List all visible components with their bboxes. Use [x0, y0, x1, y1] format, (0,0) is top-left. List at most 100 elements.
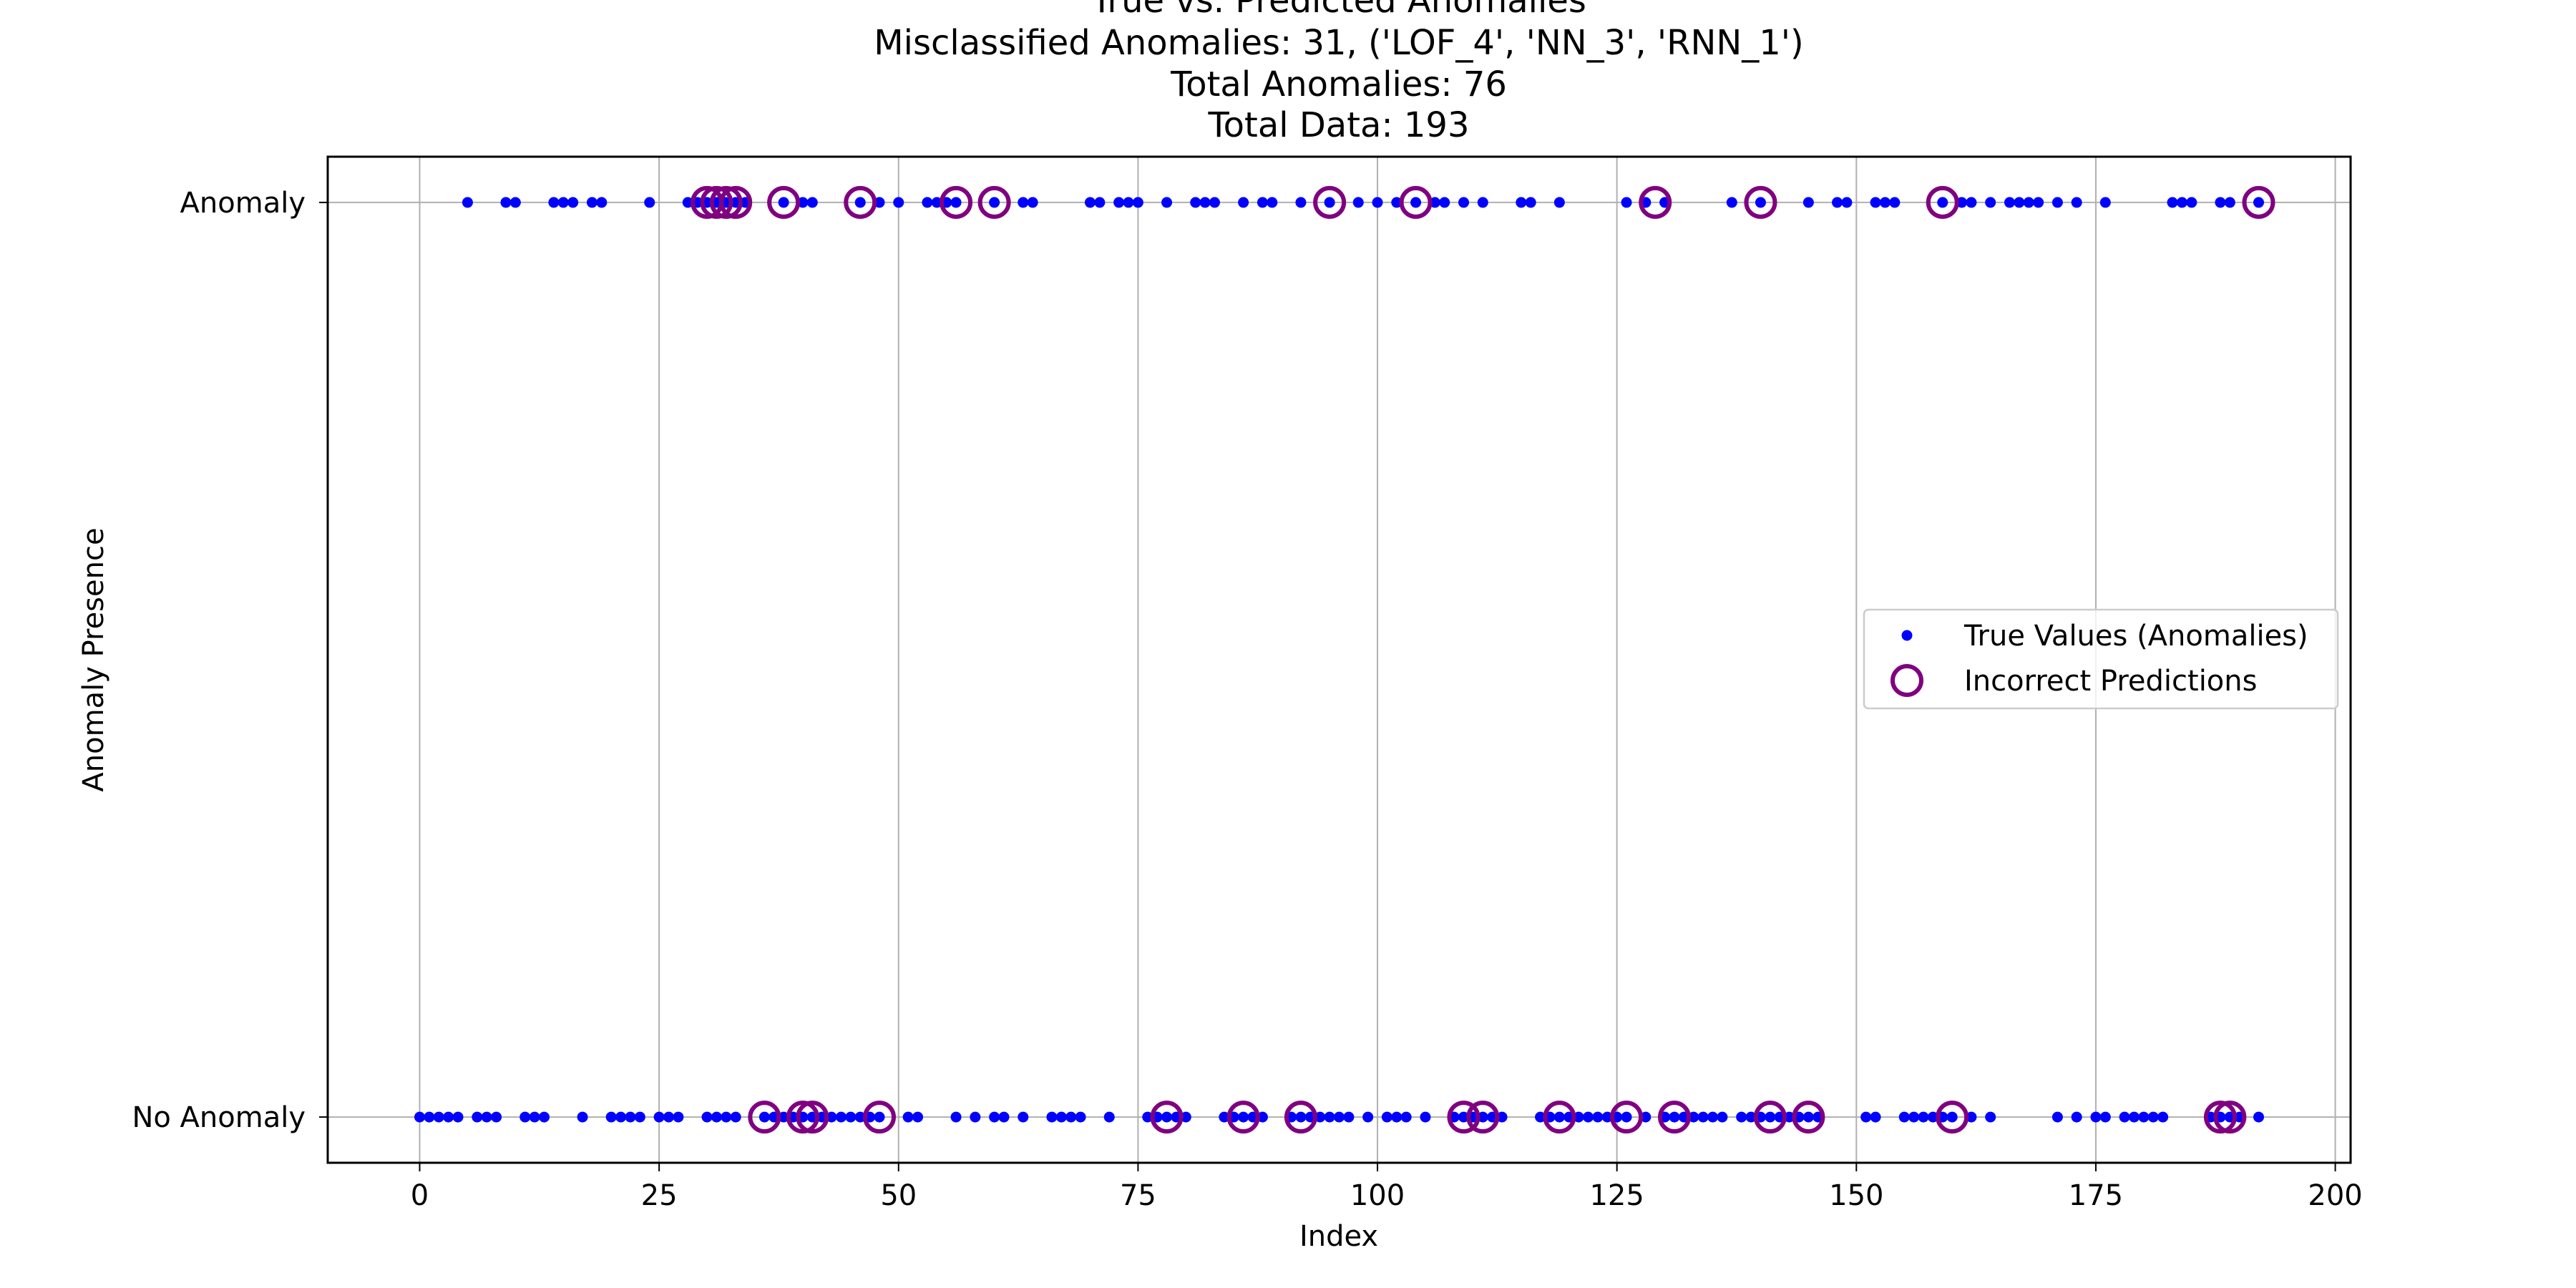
true-value-point [1314, 1111, 1326, 1123]
true-value-point [557, 197, 569, 208]
true-value-point [2099, 197, 2111, 208]
true-value-point [2147, 1111, 2159, 1123]
incorrect-prediction-ring [767, 185, 801, 219]
true-value-point [2128, 1111, 2140, 1123]
true-value-point [1046, 1111, 1058, 1123]
true-value-point [1458, 1111, 1470, 1123]
incorrect-prediction-ring [863, 1101, 896, 1134]
true-value-point [1199, 197, 1211, 208]
true-value-point [663, 1111, 675, 1123]
true-value-point [1553, 1111, 1565, 1123]
true-value-point [615, 1111, 627, 1123]
true-value-point [931, 197, 942, 208]
true-value-point [1180, 1111, 1191, 1123]
true-value-point [1334, 1111, 1345, 1123]
incorrect-prediction-ring [1753, 1101, 1787, 1134]
incorrect-prediction-ring [719, 185, 753, 219]
true-value-point [950, 197, 962, 208]
true-value-point [1352, 197, 1364, 208]
true-value-point [1755, 197, 1766, 208]
true-value-point [902, 1111, 914, 1123]
y-tick-label: Anomaly [180, 187, 306, 220]
incorrect-prediction-ring [1936, 1101, 1969, 1134]
incorrect-prediction-ring [2213, 1101, 2247, 1134]
incorrect-prediction-ring [1447, 1101, 1480, 1134]
true-value-point [806, 197, 818, 208]
true-value-point [1161, 1111, 1173, 1123]
true-value-point [2023, 197, 2034, 208]
true-value-point [605, 1111, 617, 1123]
true-value-point [1688, 1111, 1699, 1123]
true-value-point [1055, 1111, 1067, 1123]
true-value-point [1985, 1111, 1996, 1123]
true-value-point [1707, 1111, 1719, 1123]
true-value-point [1458, 197, 1470, 208]
x-tick-label: 75 [1120, 1179, 1156, 1212]
incorrect-prediction-ring [940, 185, 973, 219]
true-value-point [1496, 1111, 1508, 1123]
true-value-point [1209, 197, 1220, 208]
true-value-point [1841, 197, 1853, 208]
true-value-point [1621, 197, 1632, 208]
true-value-point [2119, 1111, 2130, 1123]
true-value-point [1238, 1111, 1249, 1123]
true-value-point [854, 197, 866, 208]
legend-label-incorrect-predictions: Incorrect Predictions [1964, 665, 2257, 698]
true-value-point [1918, 1111, 1929, 1123]
true-value-point [1142, 1111, 1153, 1123]
incorrect-prediction-ring [1226, 1101, 1260, 1134]
incorrect-prediction-ring [786, 1101, 819, 1134]
true-value-point [1745, 1111, 1757, 1123]
true-value-point [912, 1111, 924, 1123]
true-value-point [596, 197, 608, 208]
true-value-point [2090, 1111, 2102, 1123]
true-value-point [1420, 1111, 1431, 1123]
plot-points [414, 185, 2275, 1134]
legend-frame [1863, 608, 2339, 710]
true-value-point [1765, 1111, 1776, 1123]
true-value-point [462, 197, 473, 208]
true-value-point [826, 1111, 837, 1123]
true-value-point [2071, 1111, 2082, 1123]
true-value-point [1018, 197, 1029, 208]
true-value-point [998, 1111, 1010, 1123]
true-value-point [519, 1111, 531, 1123]
true-value-point [1802, 197, 1814, 208]
true-value-point [778, 1111, 789, 1123]
true-value-point [644, 197, 655, 208]
legend-ring-marker [1890, 664, 1923, 697]
x-tick-label: 0 [411, 1179, 429, 1212]
true-value-point [1966, 197, 1977, 208]
true-value-point [529, 1111, 540, 1123]
true-value-point [1525, 197, 1536, 208]
true-value-point [2215, 197, 2226, 208]
true-value-point [1898, 1111, 1910, 1123]
title-line-4: Total Data: 193 [1207, 105, 1469, 145]
true-value-point [1946, 1111, 1958, 1123]
true-value-point [1879, 197, 1890, 208]
true-value-point [778, 197, 789, 208]
true-value-point [730, 1111, 741, 1123]
true-value-point [950, 1111, 962, 1123]
true-value-point [1027, 197, 1038, 208]
true-value-point [2033, 197, 2044, 208]
true-value-point [893, 197, 904, 208]
true-value-point [1238, 197, 1249, 208]
true-value-point [711, 1111, 722, 1123]
true-value-point [653, 1111, 665, 1123]
true-value-point [1477, 197, 1488, 208]
true-value-point [1573, 1111, 1584, 1123]
true-value-point [797, 197, 809, 208]
incorrect-prediction-ring [1399, 185, 1433, 219]
incorrect-prediction-ring [844, 185, 877, 219]
true-value-point [1381, 1111, 1392, 1123]
true-value-point [1190, 197, 1201, 208]
true-value-point [721, 1111, 732, 1123]
true-value-point [874, 197, 885, 208]
true-value-point [567, 197, 579, 208]
true-value-point [874, 1111, 885, 1123]
true-value-point [1736, 1111, 1747, 1123]
true-value-point [1802, 1111, 1814, 1123]
true-value-point [1516, 197, 1527, 208]
x-tick-label: 175 [2069, 1179, 2123, 1212]
